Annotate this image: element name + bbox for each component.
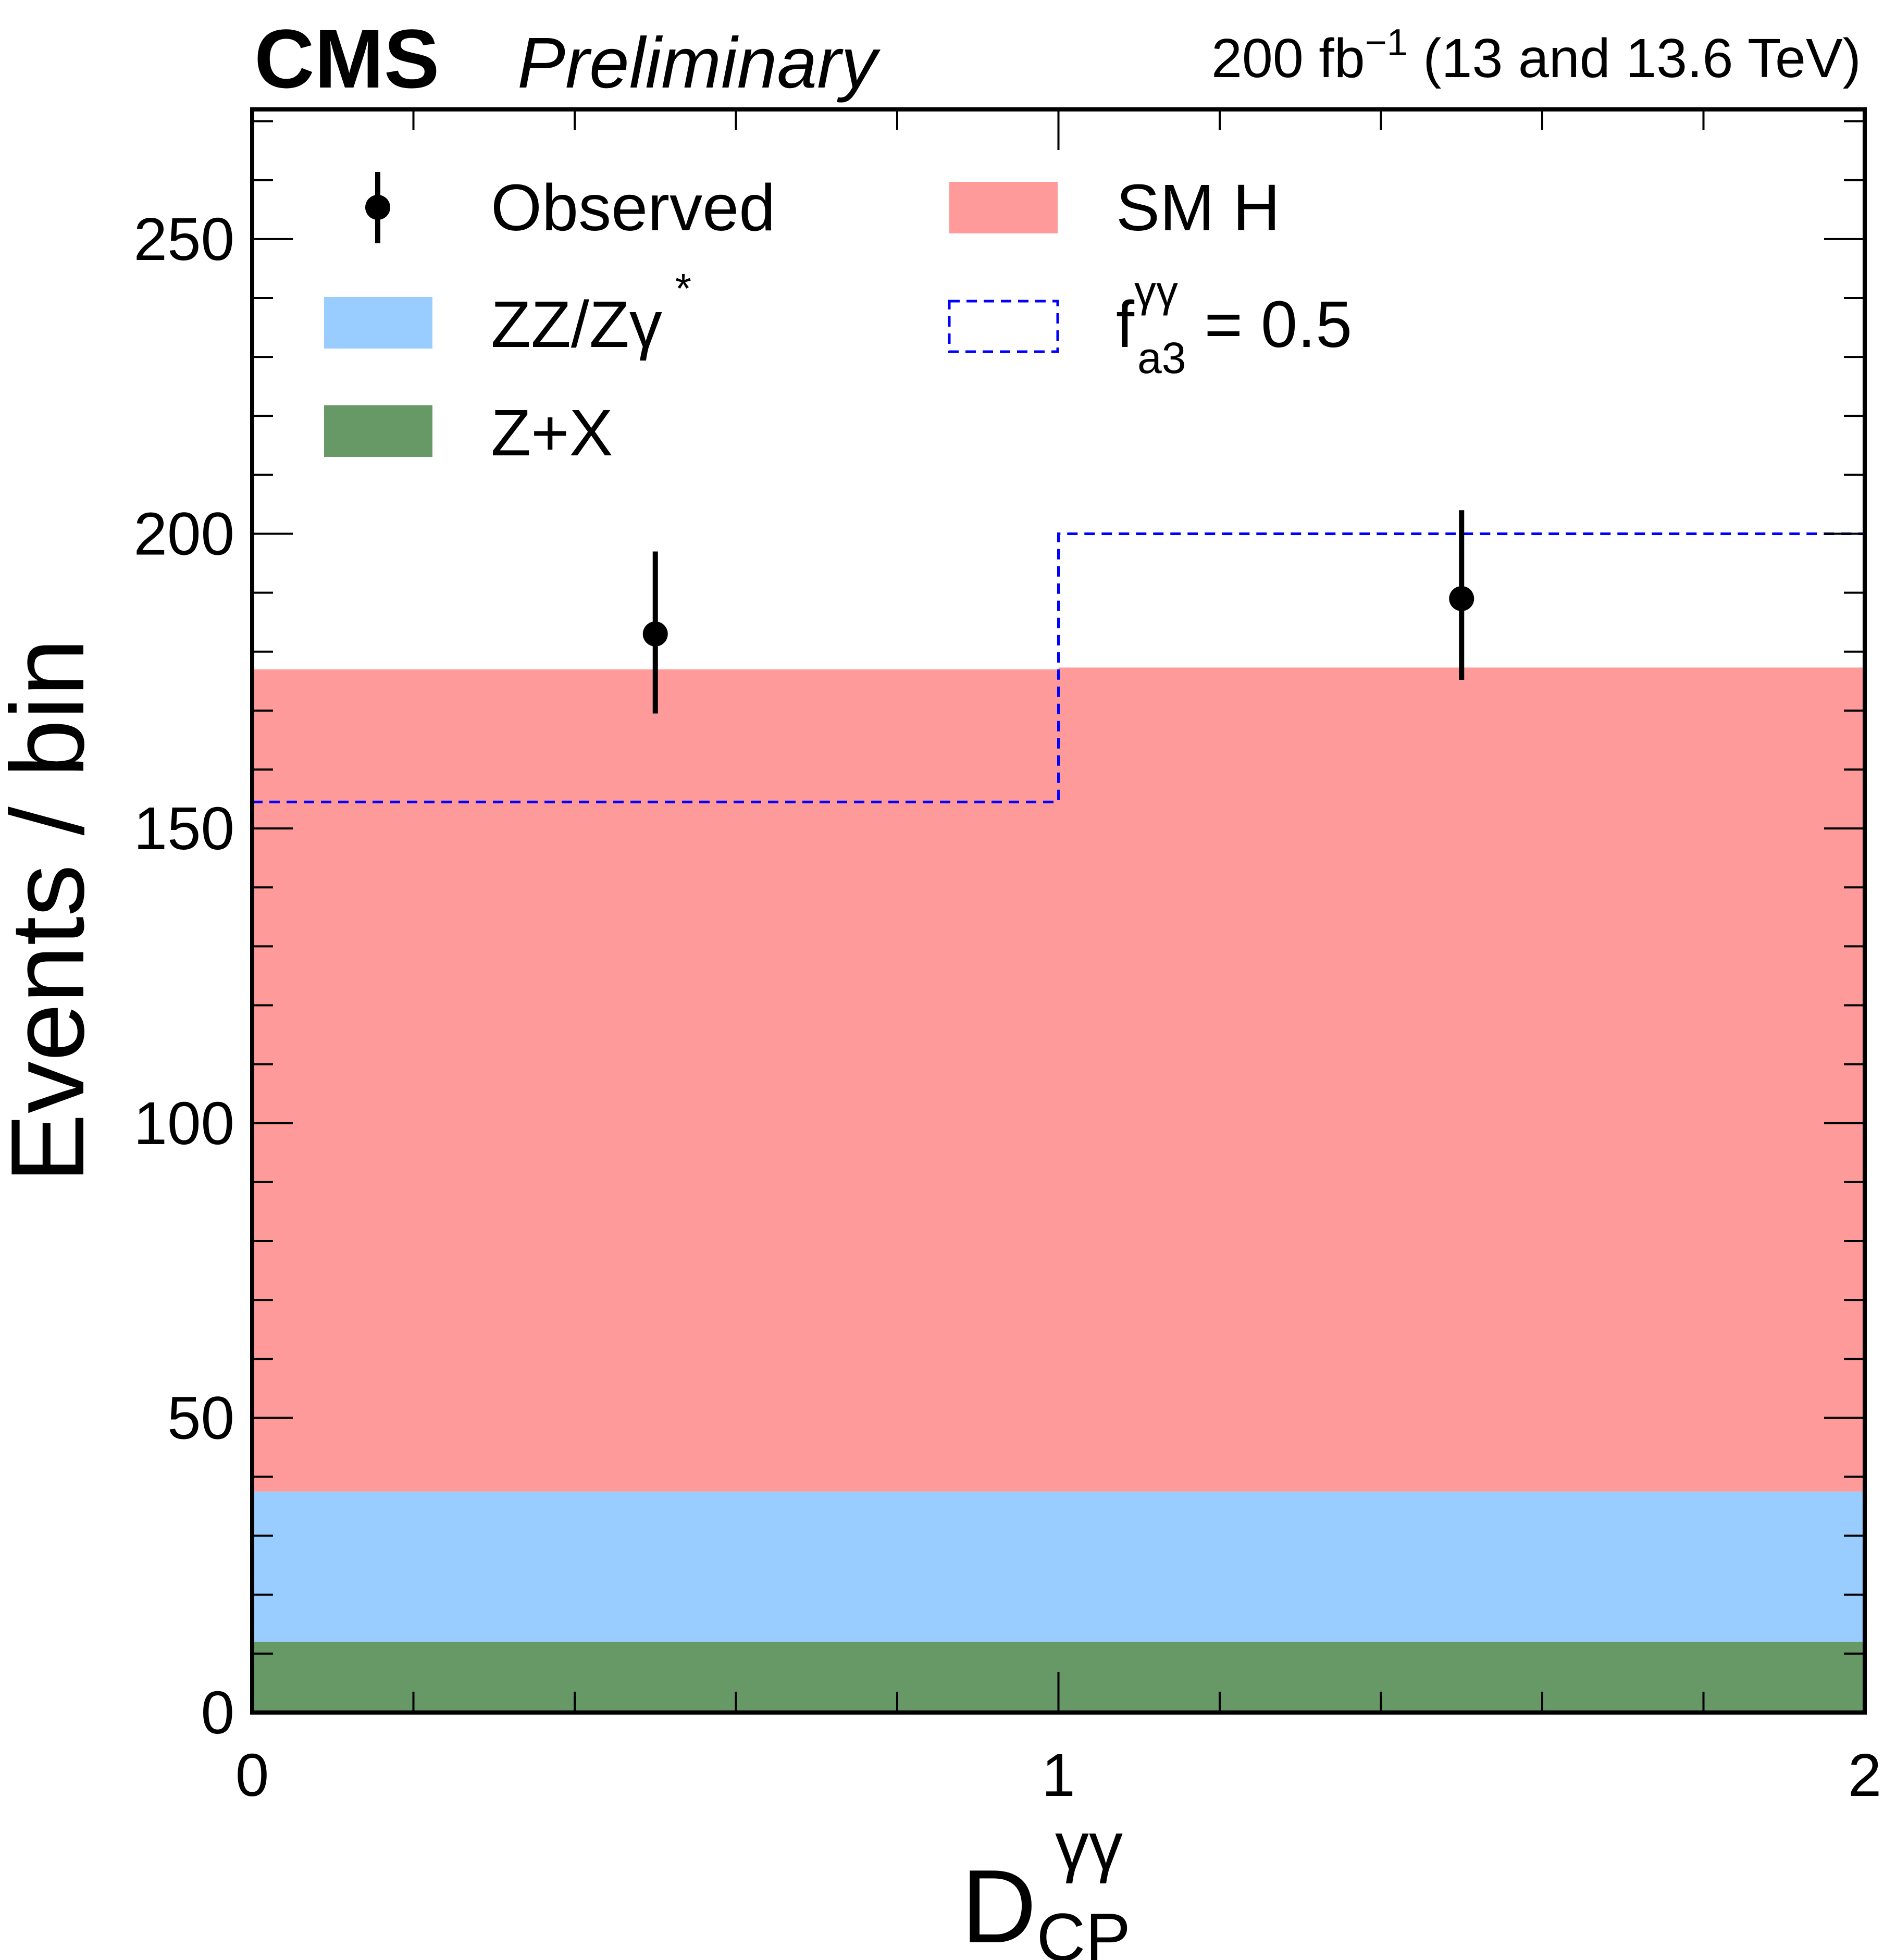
- legend-smh-label: SM H: [1116, 171, 1280, 244]
- y-tick-label-200: 200: [133, 500, 234, 568]
- legend-smh-swatch: [949, 182, 1058, 233]
- legend-fa3-sub: a3: [1137, 333, 1186, 382]
- legend-fa3-main: f: [1116, 288, 1135, 361]
- lumi-exponent: −1: [1365, 22, 1408, 64]
- legend-zz-star: *: [675, 265, 691, 312]
- observed-points: [642, 510, 1474, 714]
- bar-zz-z-bin-1: [252, 1491, 1059, 1642]
- energy-label: (13 and 13.6 TeV): [1408, 28, 1861, 89]
- bar-z-x-bin-2: [1058, 1642, 1865, 1713]
- axis-ticks: [251, 109, 1866, 1714]
- legend-fa3-sup: γγ: [1134, 267, 1178, 316]
- legend-observed-marker: [365, 172, 390, 243]
- y-tick-label-0: 0: [201, 1679, 234, 1746]
- x-axis-title-sub: CP: [1036, 1899, 1131, 1960]
- legend-zx-swatch: [324, 405, 432, 457]
- bar-sm-h-bin-2: [1058, 667, 1865, 1492]
- bar-z-x-bin-1: [252, 1642, 1059, 1713]
- x-tick-label-2: 2: [1848, 1741, 1882, 1809]
- y-tick-label-100: 100: [133, 1089, 234, 1157]
- y-axis-title: Events / bin: [0, 638, 106, 1183]
- lumi-value: 200 fb: [1211, 28, 1365, 89]
- x-tick-label-1: 1: [1042, 1741, 1075, 1809]
- x-tick-label-0: 0: [236, 1741, 269, 1809]
- legend-zz-label: ZZ/Zγ *: [491, 265, 691, 361]
- lumi-label: 200 fb−1 (13 and 13.6 TeV): [1211, 22, 1861, 89]
- legend-observed-label: Observed: [491, 171, 775, 244]
- x-axis-title-main: D: [961, 1849, 1036, 1960]
- stacked-histogram: [252, 667, 1865, 1713]
- legend-zx-label: Z+X: [491, 396, 613, 469]
- y-tick-label-50: 50: [167, 1384, 234, 1452]
- legend-fa3-value: = 0.5: [1186, 288, 1352, 361]
- legend: Observed ZZ/Zγ * Z+X SM H fγγ a3 = 0.5: [324, 171, 1352, 469]
- legend-zz-swatch: [324, 297, 432, 349]
- legend-zz-text: ZZ/Zγ: [491, 288, 662, 361]
- observed-point-2: [1449, 586, 1474, 611]
- tick-labels: 0 50 100 150 200 250 0 1 2: [133, 205, 1881, 1809]
- observed-point-1: [642, 621, 668, 647]
- fa3-histogram: [252, 532, 1865, 803]
- experiment-label: CMS: [254, 12, 440, 105]
- legend-fa3-label: fγγ a3 = 0.5: [1116, 267, 1352, 382]
- bar-zz-z-bin-2: [1058, 1491, 1865, 1642]
- y-tick-label-150: 150: [133, 795, 234, 862]
- x-axis-title-sup: γγ: [1055, 1808, 1123, 1884]
- status-label: Preliminary: [517, 23, 881, 103]
- fa3-step-line: [252, 532, 1865, 803]
- y-tick-label-250: 250: [133, 205, 234, 273]
- legend-fa3-swatch: [948, 300, 1059, 353]
- bar-sm-h-bin-1: [252, 669, 1059, 1492]
- x-axis-title: DCP γγ: [961, 1808, 1131, 1960]
